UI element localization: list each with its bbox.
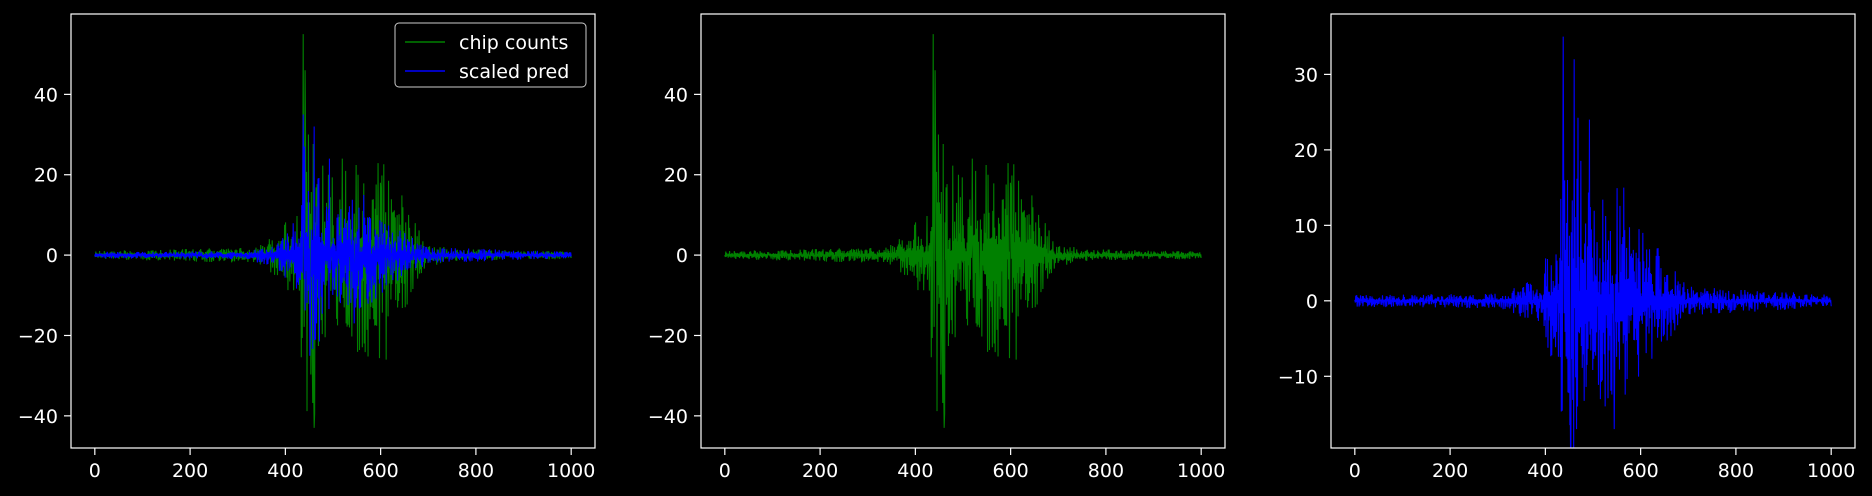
- x-tick-label: 800: [458, 460, 494, 482]
- x-tick-label: 200: [172, 460, 208, 482]
- y-tick-label: −20: [648, 325, 688, 347]
- y-tick-label: 40: [34, 84, 58, 106]
- legend: chip counts scaled pred: [394, 22, 587, 88]
- y-tick-label: 20: [34, 165, 58, 187]
- y-tick-label: 10: [1294, 215, 1318, 237]
- x-tick-label: 0: [719, 460, 731, 482]
- x-tick-label: 1000: [1807, 460, 1855, 482]
- chart-panel-1: 0 200 400 600 800 1000 −40 −20 0 20 40 chip counts s…: [18, 13, 596, 482]
- legend-label: chip counts: [459, 32, 568, 54]
- x-tick-label: 0: [89, 460, 101, 482]
- legend-label: scaled pred: [459, 61, 569, 83]
- x-tick-label: 800: [1718, 460, 1754, 482]
- x-tick-label: 200: [1432, 460, 1468, 482]
- x-tick-label: 800: [1088, 460, 1124, 482]
- series-line-chip-counts: [724, 34, 1202, 428]
- x-tick-label: 600: [1623, 460, 1659, 482]
- axes-frame: [70, 13, 596, 449]
- x-tick-label: 600: [363, 460, 399, 482]
- x-tick-label: 400: [267, 460, 303, 482]
- series-line-scaled-pred: [1354, 36, 1832, 448]
- x-tick-label: 0: [1349, 460, 1361, 482]
- x-tick-label: 1000: [547, 460, 595, 482]
- y-tick-label: −40: [18, 406, 58, 428]
- series-line-scaled-pred: [94, 114, 572, 356]
- axes-frame: [700, 13, 1226, 449]
- series-line-chip-counts: [94, 34, 572, 428]
- y-tick-label: 40: [664, 84, 688, 106]
- y-tick-label: 0: [1306, 291, 1318, 313]
- x-tick-label: 200: [802, 460, 838, 482]
- y-tick-label: 0: [676, 245, 688, 267]
- x-tick-label: 1000: [1177, 460, 1225, 482]
- y-tick-label: 20: [664, 165, 688, 187]
- chart-panel-2: 0 200 400 600 800 1000 −40 −20 0 20 40: [648, 13, 1226, 482]
- y-tick-label: 20: [1294, 140, 1318, 162]
- chart-panel-3: 0 200 400 600 800 1000 −10 0 10 20 30: [1278, 13, 1856, 482]
- y-tick-label: 30: [1294, 64, 1318, 86]
- x-tick-label: 400: [897, 460, 933, 482]
- y-tick-label: 0: [46, 245, 58, 267]
- y-tick-label: −10: [1278, 366, 1318, 388]
- y-tick-label: −20: [18, 325, 58, 347]
- x-tick-label: 400: [1527, 460, 1563, 482]
- y-tick-label: −40: [648, 406, 688, 428]
- x-tick-label: 600: [993, 460, 1029, 482]
- axes-frame: [1330, 13, 1856, 449]
